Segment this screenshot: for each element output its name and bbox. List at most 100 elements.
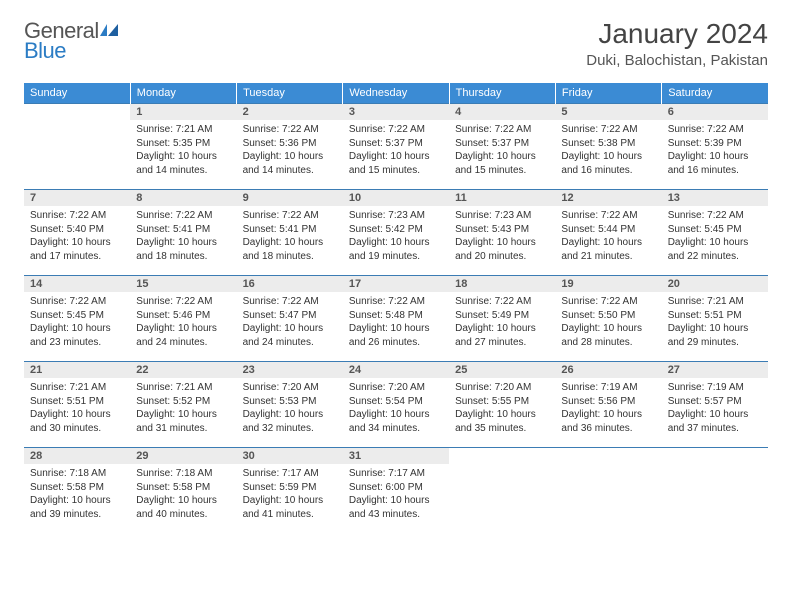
daylight-line: Daylight: 10 hours and 24 minutes.	[243, 322, 337, 349]
day-number: 5	[555, 104, 661, 120]
calendar-cell: 29Sunrise: 7:18 AMSunset: 5:58 PMDayligh…	[130, 448, 236, 534]
calendar-body: 1Sunrise: 7:21 AMSunset: 5:35 PMDaylight…	[24, 104, 768, 534]
calendar-cell: 31Sunrise: 7:17 AMSunset: 6:00 PMDayligh…	[343, 448, 449, 534]
sunset-line: Sunset: 5:47 PM	[243, 309, 337, 323]
sunrise-line: Sunrise: 7:22 AM	[561, 123, 655, 137]
day-number: 25	[449, 362, 555, 378]
day-body: Sunrise: 7:22 AMSunset: 5:45 PMDaylight:…	[24, 292, 130, 353]
day-body: Sunrise: 7:21 AMSunset: 5:51 PMDaylight:…	[662, 292, 768, 353]
sunrise-line: Sunrise: 7:21 AM	[136, 123, 230, 137]
sunrise-line: Sunrise: 7:17 AM	[349, 467, 443, 481]
day-number: 4	[449, 104, 555, 120]
sunrise-line: Sunrise: 7:20 AM	[243, 381, 337, 395]
daylight-line: Daylight: 10 hours and 18 minutes.	[136, 236, 230, 263]
day-body: Sunrise: 7:22 AMSunset: 5:48 PMDaylight:…	[343, 292, 449, 353]
calendar-cell	[555, 448, 661, 534]
sunset-line: Sunset: 5:58 PM	[136, 481, 230, 495]
day-body: Sunrise: 7:22 AMSunset: 5:50 PMDaylight:…	[555, 292, 661, 353]
weekday-header: Sunday	[24, 83, 130, 104]
calendar-cell: 16Sunrise: 7:22 AMSunset: 5:47 PMDayligh…	[237, 276, 343, 362]
day-body: Sunrise: 7:22 AMSunset: 5:37 PMDaylight:…	[449, 120, 555, 181]
sunset-line: Sunset: 5:35 PM	[136, 137, 230, 151]
weekday-header: Friday	[555, 83, 661, 104]
calendar-cell: 18Sunrise: 7:22 AMSunset: 5:49 PMDayligh…	[449, 276, 555, 362]
daylight-line: Daylight: 10 hours and 14 minutes.	[243, 150, 337, 177]
day-number: 13	[662, 190, 768, 206]
sunset-line: Sunset: 5:54 PM	[349, 395, 443, 409]
day-number: 30	[237, 448, 343, 464]
sunset-line: Sunset: 5:55 PM	[455, 395, 549, 409]
sunrise-line: Sunrise: 7:20 AM	[349, 381, 443, 395]
day-body: Sunrise: 7:22 AMSunset: 5:37 PMDaylight:…	[343, 120, 449, 181]
sunset-line: Sunset: 5:46 PM	[136, 309, 230, 323]
day-number: 22	[130, 362, 236, 378]
calendar-cell: 3Sunrise: 7:22 AMSunset: 5:37 PMDaylight…	[343, 104, 449, 190]
day-body: Sunrise: 7:21 AMSunset: 5:52 PMDaylight:…	[130, 378, 236, 439]
day-number: 31	[343, 448, 449, 464]
calendar-cell: 17Sunrise: 7:22 AMSunset: 5:48 PMDayligh…	[343, 276, 449, 362]
daylight-line: Daylight: 10 hours and 14 minutes.	[136, 150, 230, 177]
calendar-cell: 24Sunrise: 7:20 AMSunset: 5:54 PMDayligh…	[343, 362, 449, 448]
sunrise-line: Sunrise: 7:22 AM	[455, 123, 549, 137]
sunset-line: Sunset: 5:53 PM	[243, 395, 337, 409]
sunrise-line: Sunrise: 7:22 AM	[561, 209, 655, 223]
day-number: 9	[237, 190, 343, 206]
sunset-line: Sunset: 5:44 PM	[561, 223, 655, 237]
day-number: 19	[555, 276, 661, 292]
day-number: 17	[343, 276, 449, 292]
calendar-cell: 11Sunrise: 7:23 AMSunset: 5:43 PMDayligh…	[449, 190, 555, 276]
calendar-cell: 2Sunrise: 7:22 AMSunset: 5:36 PMDaylight…	[237, 104, 343, 190]
daylight-line: Daylight: 10 hours and 19 minutes.	[349, 236, 443, 263]
day-body: Sunrise: 7:18 AMSunset: 5:58 PMDaylight:…	[24, 464, 130, 525]
day-number: 26	[555, 362, 661, 378]
daylight-line: Daylight: 10 hours and 41 minutes.	[243, 494, 337, 521]
title-block: January 2024 Duki, Balochistan, Pakistan	[586, 18, 768, 69]
sunset-line: Sunset: 5:40 PM	[30, 223, 124, 237]
day-body: Sunrise: 7:21 AMSunset: 5:35 PMDaylight:…	[130, 120, 236, 181]
day-number: 23	[237, 362, 343, 378]
sunset-line: Sunset: 5:42 PM	[349, 223, 443, 237]
sunrise-line: Sunrise: 7:21 AM	[136, 381, 230, 395]
sunrise-line: Sunrise: 7:19 AM	[561, 381, 655, 395]
day-body: Sunrise: 7:22 AMSunset: 5:39 PMDaylight:…	[662, 120, 768, 181]
day-body: Sunrise: 7:20 AMSunset: 5:53 PMDaylight:…	[237, 378, 343, 439]
calendar-cell	[662, 448, 768, 534]
day-number: 1	[130, 104, 236, 120]
weekday-header: Wednesday	[343, 83, 449, 104]
day-number: 14	[24, 276, 130, 292]
calendar-cell: 22Sunrise: 7:21 AMSunset: 5:52 PMDayligh…	[130, 362, 236, 448]
sunrise-line: Sunrise: 7:22 AM	[668, 123, 762, 137]
daylight-line: Daylight: 10 hours and 28 minutes.	[561, 322, 655, 349]
day-body: Sunrise: 7:22 AMSunset: 5:41 PMDaylight:…	[130, 206, 236, 267]
day-number: 10	[343, 190, 449, 206]
sunrise-line: Sunrise: 7:18 AM	[136, 467, 230, 481]
sunset-line: Sunset: 5:37 PM	[349, 137, 443, 151]
flag-icon	[100, 18, 120, 44]
day-body: Sunrise: 7:22 AMSunset: 5:47 PMDaylight:…	[237, 292, 343, 353]
daylight-line: Daylight: 10 hours and 31 minutes.	[136, 408, 230, 435]
sunrise-line: Sunrise: 7:23 AM	[349, 209, 443, 223]
day-body: Sunrise: 7:17 AMSunset: 5:59 PMDaylight:…	[237, 464, 343, 525]
sunrise-line: Sunrise: 7:22 AM	[136, 295, 230, 309]
calendar-cell: 27Sunrise: 7:19 AMSunset: 5:57 PMDayligh…	[662, 362, 768, 448]
day-number: 11	[449, 190, 555, 206]
day-body: Sunrise: 7:19 AMSunset: 5:57 PMDaylight:…	[662, 378, 768, 439]
calendar-cell: 8Sunrise: 7:22 AMSunset: 5:41 PMDaylight…	[130, 190, 236, 276]
sunrise-line: Sunrise: 7:22 AM	[243, 123, 337, 137]
day-body: Sunrise: 7:22 AMSunset: 5:46 PMDaylight:…	[130, 292, 236, 353]
daylight-line: Daylight: 10 hours and 37 minutes.	[668, 408, 762, 435]
daylight-line: Daylight: 10 hours and 23 minutes.	[30, 322, 124, 349]
sunset-line: Sunset: 5:49 PM	[455, 309, 549, 323]
calendar-cell: 26Sunrise: 7:19 AMSunset: 5:56 PMDayligh…	[555, 362, 661, 448]
daylight-line: Daylight: 10 hours and 16 minutes.	[561, 150, 655, 177]
calendar-cell	[24, 104, 130, 190]
daylight-line: Daylight: 10 hours and 39 minutes.	[30, 494, 124, 521]
sunrise-line: Sunrise: 7:22 AM	[561, 295, 655, 309]
daylight-line: Daylight: 10 hours and 32 minutes.	[243, 408, 337, 435]
calendar-cell: 6Sunrise: 7:22 AMSunset: 5:39 PMDaylight…	[662, 104, 768, 190]
day-number: 28	[24, 448, 130, 464]
calendar-cell: 15Sunrise: 7:22 AMSunset: 5:46 PMDayligh…	[130, 276, 236, 362]
sunset-line: Sunset: 5:45 PM	[30, 309, 124, 323]
day-number: 27	[662, 362, 768, 378]
day-number: 6	[662, 104, 768, 120]
